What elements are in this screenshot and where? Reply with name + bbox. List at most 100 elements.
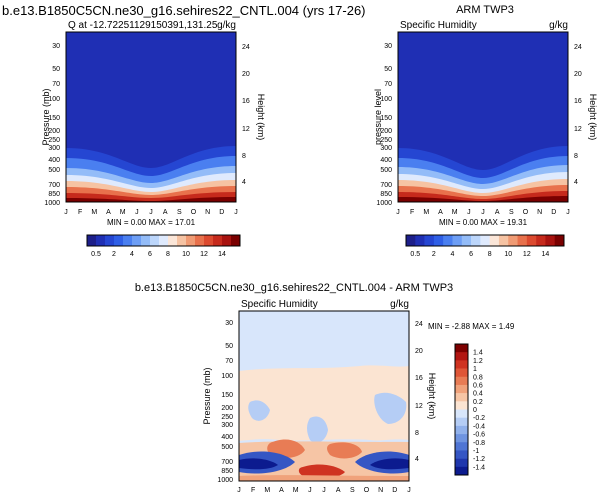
obs-panel-heading: ARM TWP3 xyxy=(456,4,514,16)
x-tick-label: J xyxy=(407,487,411,494)
diff-y-tick: 700 xyxy=(221,459,233,466)
x-tick-label: M xyxy=(120,209,126,216)
obs-y-tick: 100 xyxy=(380,96,392,103)
diff-y-tick: 300 xyxy=(221,422,233,429)
colorbar-label: 6 xyxy=(469,251,473,258)
diff-contour-neg-a xyxy=(248,400,270,421)
colorbar-swatch xyxy=(489,235,500,246)
colorbar-label: -1.2 xyxy=(473,456,485,463)
model-y-tick: 300 xyxy=(48,145,60,152)
diff-y-ticks-right: 24 20 16 12 8 4 xyxy=(415,321,423,463)
diff-contour-pos xyxy=(239,365,409,441)
colorbar-swatch xyxy=(123,235,133,246)
colorbar-swatch xyxy=(455,401,468,410)
colorbar-label: -0.4 xyxy=(473,423,485,430)
obs-min-max: MIN = 0.00 MAX = 19.31 xyxy=(439,218,528,227)
colorbar-swatch xyxy=(536,235,546,246)
x-tick-label: A xyxy=(106,209,111,216)
colorbar-swatch xyxy=(433,235,444,246)
obs-y-tick: 200 xyxy=(380,128,392,135)
obs-y-tick: 250 xyxy=(380,137,392,144)
colorbar-swatch xyxy=(132,235,142,246)
diff-plot-frame xyxy=(238,310,410,482)
colorbar-swatch xyxy=(455,450,468,459)
diff-y-tick: 200 xyxy=(221,405,233,412)
diff-title-left: Specific Humidity xyxy=(241,299,318,310)
obs-colorbar: 0.5 2 4 6 8 10 12 14 xyxy=(405,234,565,258)
diff-colorbar: 1.41.210.80.60.40.20-0.2-0.4-0.6-0.8-1-1… xyxy=(454,343,485,476)
colorbar-label: 8 xyxy=(166,251,170,258)
colorbar-swatch xyxy=(455,344,468,353)
obs-y-tick: 500 xyxy=(380,167,392,174)
obs-title-right: g/kg xyxy=(549,20,568,31)
model-y-tick-right: 20 xyxy=(242,71,250,78)
colorbar-label: 0 xyxy=(473,407,477,414)
colorbar-label: 0.5 xyxy=(410,251,420,258)
colorbar-swatch xyxy=(150,235,160,246)
colorbar-label: 10 xyxy=(182,251,190,258)
x-tick-label: J xyxy=(64,209,68,216)
obs-y-tick: 30 xyxy=(384,43,392,50)
x-tick-label: A xyxy=(495,209,500,216)
obs-y-tick-right: 16 xyxy=(574,98,582,105)
colorbar-swatch xyxy=(195,235,205,246)
model-y-tick: 100 xyxy=(48,96,60,103)
model-y-axis-label: Pressure (mb) xyxy=(41,88,51,145)
model-y-axis-label-right: Height (km) xyxy=(256,94,266,141)
x-tick-label: A xyxy=(438,209,443,216)
colorbar-label: 1.2 xyxy=(473,358,483,365)
colorbar-swatch xyxy=(141,235,151,246)
colorbar-swatch xyxy=(526,235,537,246)
colorbar-swatch xyxy=(87,235,97,246)
colorbar-swatch xyxy=(554,235,565,246)
colorbar-swatch xyxy=(168,235,178,246)
colorbar-swatch xyxy=(517,235,528,246)
panel-model: Q at -12.72251129150391,131.25 g/kg 30 5… xyxy=(41,20,266,258)
diff-contour-neg-c xyxy=(307,416,328,443)
colorbar-swatch xyxy=(455,458,468,468)
diff-y-tick: 1000 xyxy=(217,477,233,484)
x-tick-label: J xyxy=(237,487,241,494)
x-tick-label: D xyxy=(219,209,224,216)
diff-title-right: g/kg xyxy=(390,299,409,310)
obs-y-tick-right: 20 xyxy=(574,71,582,78)
panel-difference: b.e13.B1850C5CN.ne30_g16.sehires22_CNTL.… xyxy=(135,282,515,494)
model-y-tick: 50 xyxy=(52,66,60,73)
colorbar-swatch xyxy=(455,393,468,402)
x-tick-label: A xyxy=(279,487,284,494)
diff-y-tick: 850 xyxy=(221,468,233,475)
colorbar-swatch xyxy=(455,434,468,443)
colorbar-label: 4 xyxy=(130,251,134,258)
colorbar-swatch xyxy=(480,235,490,246)
model-plot-frame xyxy=(65,31,237,203)
diff-y-tick: 500 xyxy=(221,444,233,451)
colorbar-label: -1 xyxy=(473,448,479,455)
colorbar-frame xyxy=(405,234,565,247)
obs-y-tick: 850 xyxy=(380,191,392,198)
colorbar-label: 8 xyxy=(488,251,492,258)
colorbar-label: 0.5 xyxy=(91,251,101,258)
colorbar-swatch xyxy=(455,368,468,378)
obs-y-tick-right: 8 xyxy=(574,153,578,160)
figure-title: b.e13.B1850C5CN.ne30_g16.sehires22_CNTL.… xyxy=(2,3,366,18)
colorbar-swatch xyxy=(452,235,463,246)
diff-panel-heading: b.e13.B1850C5CN.ne30_g16.sehires22_CNTL.… xyxy=(135,282,453,294)
diff-y-tick-right: 20 xyxy=(415,348,423,355)
diff-contour-neg-f xyxy=(239,458,278,470)
x-tick-label: J xyxy=(481,209,485,216)
colorbar-frame xyxy=(454,343,469,476)
diff-y-tick: 100 xyxy=(221,373,233,380)
x-tick-label: J xyxy=(322,487,326,494)
colorbar-swatch xyxy=(204,235,214,246)
diff-contour-pos-c xyxy=(327,442,362,459)
obs-y-axis-label-right: Height (km) xyxy=(588,94,598,141)
diff-y-tick-right: 8 xyxy=(415,430,419,437)
colorbar-swatch xyxy=(222,235,232,246)
colorbar-label: 12 xyxy=(200,251,208,258)
x-tick-label: O xyxy=(523,209,529,216)
model-colorbar: 0.5 2 4 6 8 10 12 14 xyxy=(86,234,241,258)
model-y-ticks-right: 24 20 16 12 8 4 xyxy=(242,44,250,186)
